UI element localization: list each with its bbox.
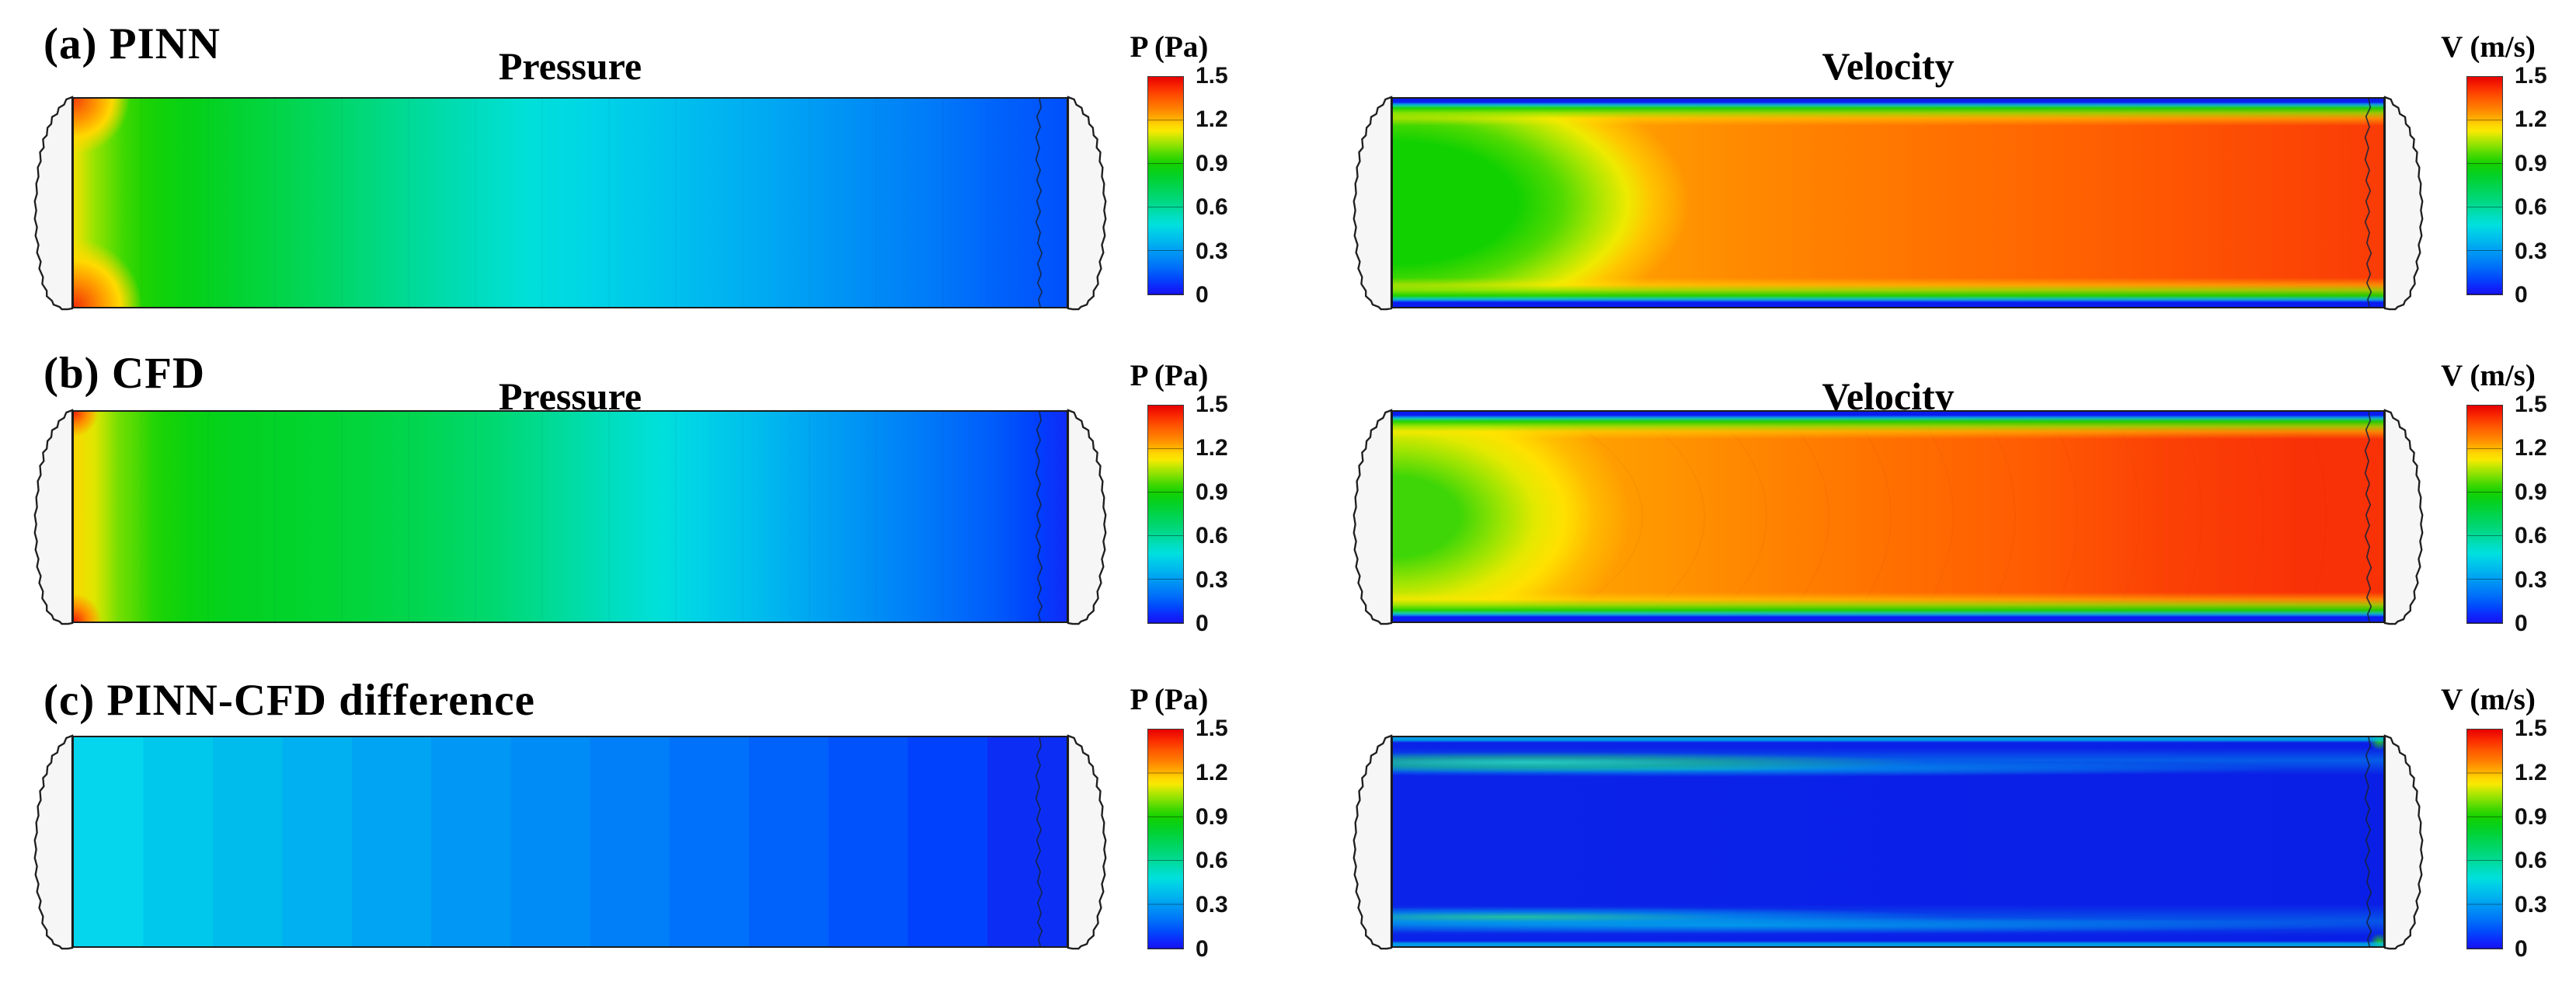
colorbar-tick: 0.3 xyxy=(1196,892,1228,918)
pressure-contour-plot-pinn xyxy=(72,97,1068,308)
tube-end-cap-right xyxy=(1067,409,1107,625)
pressure-colorbar-a xyxy=(1147,76,1184,295)
row-label-a: (a) PINN xyxy=(44,19,221,68)
colorbar-tick: 1.5 xyxy=(2515,63,2547,89)
tube-end-cap-right xyxy=(2383,409,2424,625)
mesh-seam-line xyxy=(2364,98,2372,308)
colorbar-tick: 1.5 xyxy=(1196,716,1228,741)
velocity-title-a: Velocity xyxy=(1822,44,1955,88)
colorbar-tick: 0 xyxy=(2515,282,2528,308)
colorbar-tick: 0 xyxy=(1196,611,1209,636)
colorbar-tick: 0.9 xyxy=(1196,150,1228,176)
mesh-seam-line xyxy=(1035,411,1043,622)
colorbar-tick: 1.2 xyxy=(2515,106,2547,133)
colorbar-tick: 1.2 xyxy=(2515,759,2547,785)
pressure-colorbar-c xyxy=(1147,729,1184,949)
colorbar-tick: 0.6 xyxy=(1196,848,1228,874)
velocity-colorbar-title-b: V (m/s) xyxy=(2441,359,2536,392)
colorbar-tick: 0.3 xyxy=(2515,238,2547,264)
tube-end-cap-left xyxy=(33,409,74,625)
pressure-contour-plot-cfd xyxy=(72,410,1068,623)
pressure-colorbar-ticks-b: 1.5 1.2 0.9 0.6 0.3 0 xyxy=(1196,392,1273,636)
colorbar-tick: 0.6 xyxy=(2515,848,2547,874)
tube-end-cap-right xyxy=(2383,734,2424,950)
mesh-seam-line xyxy=(2364,411,2372,622)
colorbar-tick: 0 xyxy=(2515,936,2528,962)
pressure-colorbar-ticks-c: 1.5 1.2 0.9 0.6 0.3 0 xyxy=(1196,716,1273,962)
colorbar-tick: 0.9 xyxy=(2515,150,2547,176)
pressure-colorbar-title-a: P (Pa) xyxy=(1130,30,1209,64)
colorbar-tick: 0.3 xyxy=(2515,892,2547,918)
velocity-colorbar-title-c: V (m/s) xyxy=(2441,683,2536,716)
colorbar-tick: 1.2 xyxy=(1196,759,1228,785)
tube-end-cap-left xyxy=(33,96,74,311)
velocity-colorbar-title-a: V (m/s) xyxy=(2441,30,2536,64)
tube-end-cap-left xyxy=(1352,409,1393,625)
mesh-seam-line xyxy=(1035,98,1043,308)
tube-end-cap-left xyxy=(1352,734,1393,950)
pressure-colorbar-title-b: P (Pa) xyxy=(1130,359,1209,392)
tube-end-cap-right xyxy=(1067,96,1107,311)
pressure-difference-contour-plot xyxy=(72,736,1068,948)
colorbar-tick: 0.3 xyxy=(2515,566,2547,593)
colorbar-tick: 0.6 xyxy=(2515,194,2547,221)
mesh-seam-line xyxy=(1035,736,1043,947)
colorbar-tick: 0.6 xyxy=(1196,194,1228,221)
velocity-colorbar-ticks-a: 1.5 1.2 0.9 0.6 0.3 0 xyxy=(2515,63,2576,308)
colorbar-tick: 1.5 xyxy=(1196,63,1228,89)
colorbar-tick: 1.5 xyxy=(2515,716,2547,741)
velocity-contour-plot-cfd xyxy=(1391,410,2385,623)
pressure-colorbar-ticks-a: 1.5 1.2 0.9 0.6 0.3 0 xyxy=(1196,63,1273,308)
row-label-c: (c) PINN-CFD difference xyxy=(44,676,535,725)
colorbar-tick: 0.6 xyxy=(2515,523,2547,549)
colorbar-tick: 0.6 xyxy=(1196,523,1228,549)
colorbar-tick: 1.2 xyxy=(2515,435,2547,461)
colorbar-tick: 1.5 xyxy=(2515,392,2547,417)
colorbar-tick: 0.9 xyxy=(1196,803,1228,830)
mesh-seam-line xyxy=(2364,736,2372,947)
colorbar-tick: 0.3 xyxy=(1196,566,1228,593)
colorbar-tick: 0.9 xyxy=(1196,479,1228,505)
velocity-colorbar-c xyxy=(2466,729,2503,949)
velocity-difference-contour-plot xyxy=(1391,736,2385,948)
tube-end-cap-left xyxy=(1352,96,1393,311)
colorbar-tick: 1.5 xyxy=(1196,392,1228,417)
colorbar-tick: 0.9 xyxy=(2515,803,2547,830)
velocity-colorbar-a xyxy=(2466,76,2503,295)
colorbar-tick: 0.3 xyxy=(1196,238,1228,264)
colorbar-tick: 1.2 xyxy=(1196,106,1228,133)
velocity-colorbar-b xyxy=(2466,405,2503,624)
colorbar-tick: 0 xyxy=(2515,611,2528,636)
tube-end-cap-right xyxy=(1067,734,1107,950)
tube-end-cap-right xyxy=(2383,96,2424,311)
pressure-colorbar-title-c: P (Pa) xyxy=(1130,683,1209,716)
tube-end-cap-left xyxy=(33,734,74,950)
colorbar-tick: 0 xyxy=(1196,936,1209,962)
row-label-b: (b) CFD xyxy=(44,349,206,398)
colorbar-tick: 0.9 xyxy=(2515,479,2547,505)
velocity-contour-plot-pinn xyxy=(1391,97,2385,308)
pressure-title-a: Pressure xyxy=(498,44,642,88)
velocity-colorbar-ticks-b: 1.5 1.2 0.9 0.6 0.3 0 xyxy=(2515,392,2576,636)
colorbar-tick: 1.2 xyxy=(1196,435,1228,461)
colorbar-tick: 0 xyxy=(1196,282,1209,308)
pressure-colorbar-b xyxy=(1147,405,1184,624)
velocity-colorbar-ticks-c: 1.5 1.2 0.9 0.6 0.3 0 xyxy=(2515,716,2576,962)
